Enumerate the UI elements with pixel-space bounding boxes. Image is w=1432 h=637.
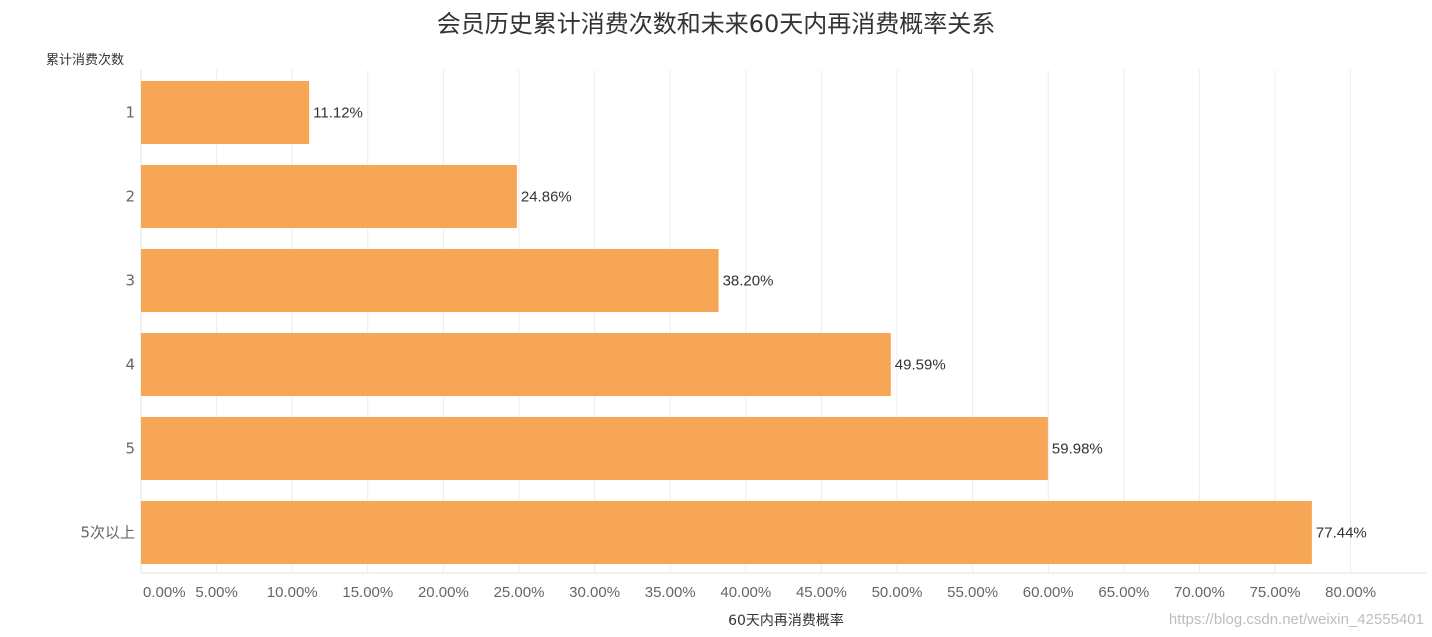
data-label: 38.20% <box>723 273 774 290</box>
data-labels: 11.12% 24.86% 38.20% 49.59% 59.98% 77.44% <box>313 105 1367 542</box>
x-tick-label: 40.00% <box>720 584 771 601</box>
bar <box>141 165 517 228</box>
category-labels: 1 2 3 4 5 5次以上 <box>80 104 135 542</box>
data-label: 49.59% <box>895 357 946 374</box>
y-axis-label: 累计消费次数 <box>46 52 124 68</box>
category-label: 1 <box>125 104 135 122</box>
x-tick-label: 35.00% <box>645 584 696 601</box>
x-tick-label: 5.00% <box>195 584 238 601</box>
bar <box>141 249 719 312</box>
data-label: 77.44% <box>1316 525 1367 542</box>
chart-title: 会员历史累计消费次数和未来60天内再消费概率关系 <box>437 10 996 38</box>
x-tick-label: 20.00% <box>418 584 469 601</box>
x-tick-label: 50.00% <box>872 584 923 601</box>
x-tick-label: 25.00% <box>494 584 545 601</box>
bar <box>141 333 891 396</box>
bar <box>141 81 310 144</box>
gridlines <box>140 70 1426 574</box>
x-axis-label: 60天内再消费概率 <box>728 612 844 629</box>
data-label: 24.86% <box>521 189 572 206</box>
x-tick-label: 80.00% <box>1325 584 1376 601</box>
x-tick-label: 65.00% <box>1098 584 1149 601</box>
data-label: 59.98% <box>1052 441 1103 458</box>
x-tick-label: 0.00% <box>143 584 186 601</box>
x-tick-label: 15.00% <box>342 584 393 601</box>
watermark-text: https://blog.csdn.net/weixin_42555401 <box>1169 611 1424 628</box>
bars <box>141 81 1312 564</box>
x-tick-label: 75.00% <box>1250 584 1301 601</box>
category-label: 5 <box>125 440 135 458</box>
category-label: 4 <box>125 356 135 374</box>
x-tick-label: 70.00% <box>1174 584 1225 601</box>
x-tick-label: 45.00% <box>796 584 847 601</box>
x-tick-label: 60.00% <box>1023 584 1074 601</box>
category-label: 2 <box>125 188 135 206</box>
x-tick-labels: 0.00% 5.00% 10.00% 15.00% 20.00% 25.00% 30.00%… <box>143 584 1376 601</box>
category-label: 5次以上 <box>80 524 135 542</box>
bar <box>141 417 1048 480</box>
x-tick-label: 30.00% <box>569 584 620 601</box>
data-label: 11.12% <box>313 105 363 122</box>
x-tick-label: 55.00% <box>947 584 998 601</box>
x-tick-label: 10.00% <box>267 584 318 601</box>
category-label: 3 <box>125 272 135 290</box>
bar <box>141 501 1312 564</box>
